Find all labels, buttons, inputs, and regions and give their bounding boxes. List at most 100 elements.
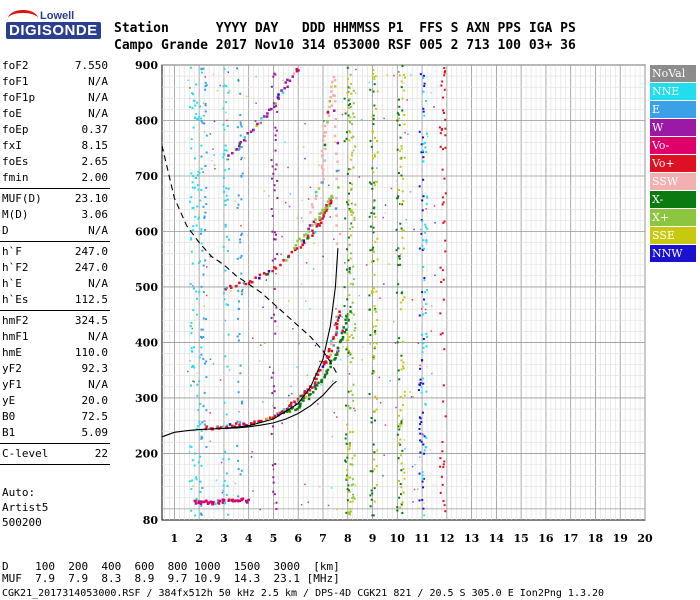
echo-point (315, 225, 319, 228)
x-tick-label: 17 (563, 532, 578, 545)
echo-point (275, 306, 278, 309)
echo-point (326, 111, 330, 114)
echo-point (223, 149, 226, 152)
echo-point (397, 195, 400, 198)
echo-point (444, 146, 447, 149)
echo-point (372, 171, 375, 174)
echo-point (354, 409, 356, 412)
echo-point (373, 458, 376, 461)
echo-point (248, 280, 252, 283)
echo-point (312, 268, 315, 270)
echo-point (273, 414, 277, 418)
echo-point (203, 305, 206, 307)
echo-point (351, 123, 354, 126)
echo-point (351, 202, 353, 205)
param-row: B1 5.09 (0, 425, 110, 441)
echo-point (425, 390, 428, 393)
echo-point (340, 331, 344, 335)
echo-point (403, 439, 406, 441)
echo-point (222, 425, 225, 428)
x-tick-label: 9 (369, 532, 377, 545)
echo-point (403, 477, 406, 480)
echo-point (297, 69, 300, 72)
echo-point (204, 110, 207, 113)
echo-point (314, 197, 318, 200)
echo-point (259, 121, 263, 125)
echo-point (375, 167, 378, 169)
echo-point (372, 123, 375, 126)
echo-point (374, 395, 377, 398)
echo-point (191, 229, 194, 232)
echo-point (352, 337, 355, 340)
echo-point (352, 493, 354, 496)
echo-point (336, 319, 340, 322)
echo-point (361, 346, 364, 348)
echo-point (372, 114, 375, 117)
echo-point (240, 198, 243, 201)
echo-point (271, 269, 274, 273)
echo-point (298, 237, 301, 241)
echo-point (213, 154, 215, 156)
echo-point (348, 447, 351, 450)
echo-point (200, 464, 203, 467)
echo-point (292, 328, 294, 330)
echo-point (277, 413, 280, 417)
echo-point (345, 478, 348, 481)
echo-point (382, 216, 385, 219)
param-row: h`Es 112.5 (0, 292, 110, 308)
echo-point (347, 86, 350, 89)
echo-point (202, 317, 205, 320)
echo-point (240, 125, 243, 128)
echo-point (313, 242, 315, 245)
echo-point (360, 119, 363, 121)
echo-point (371, 131, 374, 134)
echo-point (223, 153, 226, 156)
echo-point (225, 149, 228, 152)
echo-point (203, 215, 206, 218)
echo-point (234, 422, 238, 425)
echo-point (258, 276, 261, 280)
echo-point (237, 203, 240, 206)
echo-point (371, 430, 373, 432)
echo-point (349, 252, 352, 255)
echo-point (336, 350, 338, 353)
echo-point (317, 369, 320, 373)
echo-point (305, 262, 308, 264)
echo-point (225, 413, 228, 416)
echo-point (193, 186, 196, 189)
echo-point (344, 460, 347, 463)
echo-point (322, 209, 326, 212)
echo-point (412, 501, 414, 503)
echo-point (411, 298, 414, 301)
echo-point (332, 344, 336, 347)
echo-point (321, 365, 325, 368)
echo-point (369, 494, 372, 497)
echo-point (349, 168, 352, 171)
echo-point (227, 238, 230, 241)
echo-point (392, 320, 395, 323)
echo-point (226, 250, 229, 253)
echo-point (281, 79, 284, 82)
echo-point (402, 340, 405, 343)
echo-point (371, 492, 374, 495)
echo-point (196, 499, 199, 503)
echo-point (230, 290, 232, 292)
echo-point (329, 216, 332, 218)
echo-point (321, 181, 324, 184)
echo-point (421, 359, 424, 362)
echo-point (347, 349, 350, 352)
echo-point (224, 450, 227, 453)
echo-point (395, 180, 398, 182)
echo-point (386, 74, 389, 77)
echo-point (227, 91, 230, 94)
echo-point (434, 222, 436, 224)
echo-point (420, 391, 423, 394)
echo-point (352, 496, 355, 499)
echo-point (290, 385, 292, 388)
echo-point (404, 448, 406, 450)
echo-point (201, 328, 204, 331)
echo-point (420, 333, 423, 336)
echo-point (263, 190, 266, 192)
echo-point (418, 383, 421, 386)
echo-point (194, 104, 197, 107)
